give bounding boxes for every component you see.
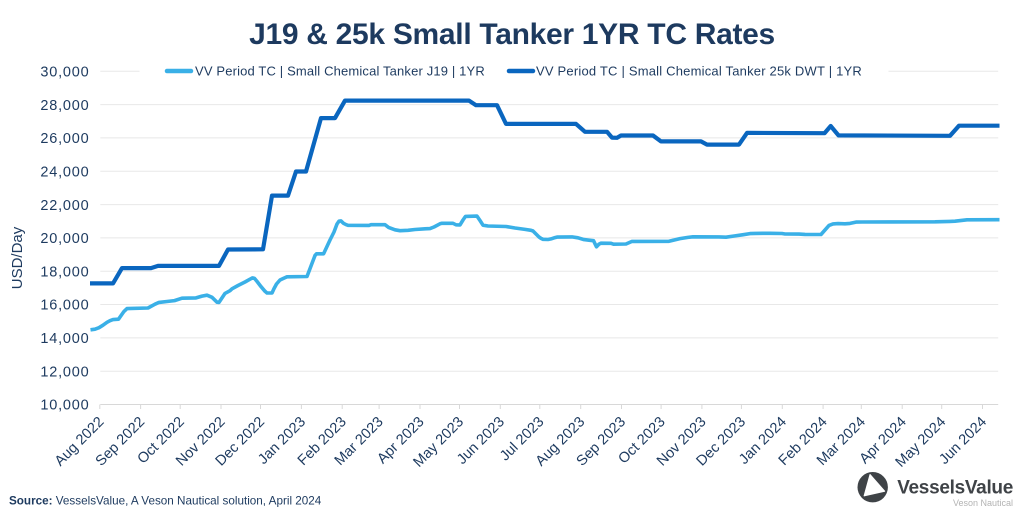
svg-text:J19 & 25k Small Tanker 1YR TC: J19 & 25k Small Tanker 1YR TC Rates bbox=[249, 18, 775, 51]
svg-text:USD/Day: USD/Day bbox=[9, 226, 26, 289]
svg-text:Veson Nautical: Veson Nautical bbox=[953, 498, 1013, 508]
svg-text:20,000: 20,000 bbox=[40, 231, 89, 247]
svg-text:12,000: 12,000 bbox=[40, 364, 89, 380]
svg-text:VV Period TC | Small Chemical: VV Period TC | Small Chemical Tanker J19… bbox=[195, 64, 485, 79]
svg-text:22,000: 22,000 bbox=[40, 198, 89, 214]
svg-text:24,000: 24,000 bbox=[40, 165, 89, 181]
svg-text:28,000: 28,000 bbox=[40, 98, 89, 114]
svg-text:26,000: 26,000 bbox=[40, 131, 89, 147]
svg-text:VV Period TC | Small Chemical: VV Period TC | Small Chemical Tanker 25k… bbox=[536, 64, 862, 79]
svg-text:Source: VesselsValue, A Veson: Source: VesselsValue, A Veson Nautical s… bbox=[9, 495, 322, 508]
svg-text:30,000: 30,000 bbox=[40, 65, 89, 81]
svg-text:VesselsValue: VesselsValue bbox=[897, 478, 1013, 499]
svg-text:16,000: 16,000 bbox=[40, 298, 89, 314]
svg-text:10,000: 10,000 bbox=[40, 398, 89, 414]
svg-text:18,000: 18,000 bbox=[40, 264, 89, 280]
svg-text:14,000: 14,000 bbox=[40, 331, 89, 347]
